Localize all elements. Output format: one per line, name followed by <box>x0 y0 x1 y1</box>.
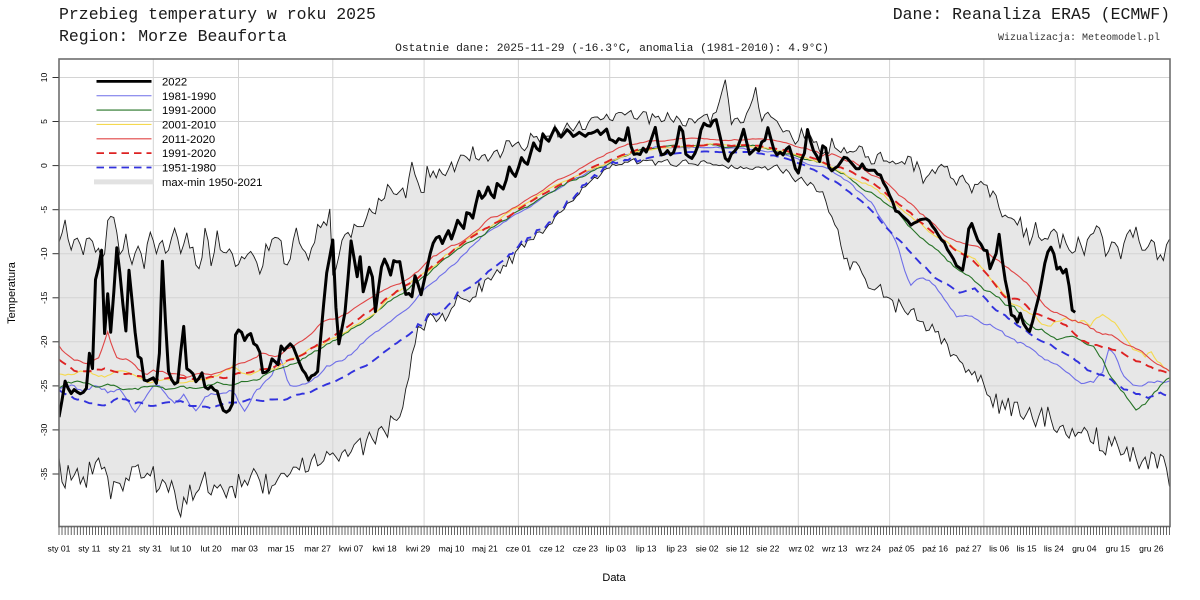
svg-text:wrz 13: wrz 13 <box>821 544 848 554</box>
svg-text:sie 12: sie 12 <box>726 544 749 554</box>
svg-text:lis 15: lis 15 <box>1016 544 1036 554</box>
svg-text:Dane: Reanaliza ERA5 (ECMWF): Dane: Reanaliza ERA5 (ECMWF) <box>893 5 1170 24</box>
svg-text:mar 03: mar 03 <box>231 544 258 554</box>
svg-text:paź 05: paź 05 <box>889 544 915 554</box>
svg-text:10: 10 <box>39 73 49 83</box>
svg-text:-10: -10 <box>39 247 49 260</box>
svg-text:Ostatnie dane: 2025-11-29 (-16: Ostatnie dane: 2025-11-29 (-16.3°C, anom… <box>395 43 829 55</box>
svg-text:cze 01: cze 01 <box>506 544 532 554</box>
svg-text:Region: Morze Beauforta: Region: Morze Beauforta <box>59 27 287 46</box>
svg-text:1981-1990: 1981-1990 <box>162 91 216 103</box>
svg-text:1991-2000: 1991-2000 <box>162 105 216 117</box>
svg-text:2011-2020: 2011-2020 <box>162 134 215 146</box>
svg-text:sie 02: sie 02 <box>696 544 719 554</box>
svg-text:lut 20: lut 20 <box>201 544 222 554</box>
svg-text:5: 5 <box>39 119 49 124</box>
svg-text:1951-1980: 1951-1980 <box>162 163 216 175</box>
svg-text:Przebieg temperatury w roku 20: Przebieg temperatury w roku 2025 <box>59 5 376 24</box>
svg-text:kwi 07: kwi 07 <box>339 544 364 554</box>
svg-text:max-min 1950-2021: max-min 1950-2021 <box>162 177 262 189</box>
svg-text:mar 27: mar 27 <box>304 544 331 554</box>
svg-text:lip 03: lip 03 <box>606 544 627 554</box>
svg-text:gru 15: gru 15 <box>1106 544 1131 554</box>
svg-text:maj 10: maj 10 <box>439 544 465 554</box>
svg-text:mar 15: mar 15 <box>268 544 295 554</box>
svg-text:2001-2010: 2001-2010 <box>162 119 216 131</box>
svg-text:-15: -15 <box>39 291 49 304</box>
svg-text:paź 27: paź 27 <box>956 544 982 554</box>
svg-text:0: 0 <box>39 163 49 168</box>
svg-text:-25: -25 <box>39 379 49 392</box>
svg-text:maj 21: maj 21 <box>472 544 498 554</box>
svg-text:gru 26: gru 26 <box>1139 544 1164 554</box>
svg-text:sty 11: sty 11 <box>78 544 101 554</box>
svg-text:Temperatura: Temperatura <box>6 261 18 324</box>
svg-text:-35: -35 <box>39 468 49 481</box>
svg-text:lis 24: lis 24 <box>1044 544 1064 554</box>
svg-text:-30: -30 <box>39 423 49 436</box>
svg-text:kwi 29: kwi 29 <box>406 544 431 554</box>
svg-text:wrz 02: wrz 02 <box>788 544 815 554</box>
svg-text:cze 23: cze 23 <box>573 544 599 554</box>
svg-text:sty 01: sty 01 <box>48 544 71 554</box>
svg-text:Data: Data <box>602 572 626 584</box>
svg-text:cze 12: cze 12 <box>539 544 565 554</box>
svg-text:2022: 2022 <box>162 76 187 88</box>
svg-text:1991-2020: 1991-2020 <box>162 148 216 160</box>
svg-text:Wizualizacja: Meteomodel.pl: Wizualizacja: Meteomodel.pl <box>998 32 1160 44</box>
svg-text:lip 23: lip 23 <box>666 544 687 554</box>
svg-text:wrz 24: wrz 24 <box>855 544 882 554</box>
svg-text:-20: -20 <box>39 335 49 348</box>
svg-text:sty 21: sty 21 <box>108 544 131 554</box>
svg-text:-5: -5 <box>39 206 49 214</box>
svg-text:gru 04: gru 04 <box>1072 544 1097 554</box>
svg-text:lip 13: lip 13 <box>636 544 657 554</box>
svg-text:paź 16: paź 16 <box>922 544 948 554</box>
svg-text:lis 06: lis 06 <box>989 544 1009 554</box>
svg-text:kwi 18: kwi 18 <box>372 544 397 554</box>
svg-text:lut 10: lut 10 <box>170 544 191 554</box>
svg-text:sie 22: sie 22 <box>756 544 779 554</box>
svg-text:sty 31: sty 31 <box>139 544 162 554</box>
